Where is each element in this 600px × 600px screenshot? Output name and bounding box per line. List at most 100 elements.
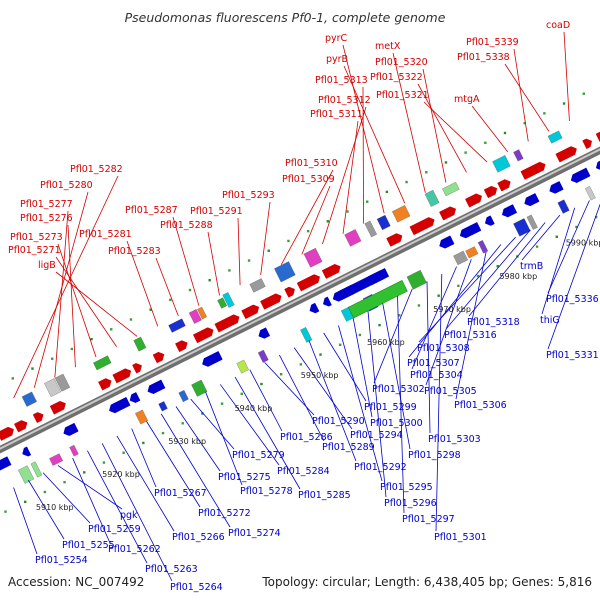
upper-tick-mark xyxy=(562,102,566,105)
forward-gene-arrow xyxy=(520,161,546,180)
forward-leader-line xyxy=(155,257,179,317)
kbp-scale-label: 5980 kbp xyxy=(499,272,537,281)
forward-gene-label: mtgA xyxy=(454,94,480,105)
reverse-leader-line xyxy=(175,406,221,472)
reverse-gene-label: Pfl01_5336 xyxy=(546,294,599,305)
reverse-gene-label: Pfl01_5266 xyxy=(172,532,225,543)
forward-gene-arrow xyxy=(321,263,341,279)
forward-leader-line xyxy=(563,31,570,121)
forward-feature-block xyxy=(547,130,563,144)
lower-tick-mark xyxy=(260,382,263,386)
reverse-gene-label: Pfl01_5289 xyxy=(322,442,375,453)
forward-gene-arrow xyxy=(152,351,165,364)
forward-leader-line xyxy=(55,271,138,337)
kbp-scale-label: 5990 kbp xyxy=(566,239,600,248)
reverse-feature-block xyxy=(178,390,189,403)
lower-tick-mark xyxy=(338,343,342,346)
reverse-gene-arrow xyxy=(595,160,600,170)
reverse-gene-label: Pfl01_5255 xyxy=(62,540,115,551)
reverse-gene-label: Pfl01_5301 xyxy=(434,532,487,543)
forward-gene-arrow xyxy=(386,233,403,247)
reverse-gene-arrow xyxy=(309,302,320,314)
forward-gene-arrow xyxy=(32,412,44,424)
upper-tick-mark xyxy=(110,328,113,331)
lower-tick-mark xyxy=(535,245,539,248)
forward-leader-line xyxy=(280,169,334,265)
forward-leader-line xyxy=(322,106,367,245)
upper-tick-mark xyxy=(70,347,74,351)
forward-leader-line xyxy=(342,120,359,234)
genome-tracks xyxy=(0,92,600,513)
upper-tick-mark xyxy=(444,161,448,164)
forward-gene-arrow xyxy=(13,420,28,433)
reverse-gene-label: Pfl01_5263 xyxy=(145,564,198,575)
upper-tick-mark xyxy=(188,288,192,292)
forward-leader-line xyxy=(343,65,406,204)
reverse-gene-label: Pfl01_5302 xyxy=(372,384,425,395)
reverse-gene-label: Pfl01_5300 xyxy=(370,418,423,429)
forward-gene-arrow xyxy=(132,363,142,374)
reverse-gene-arrow xyxy=(202,351,223,367)
reverse-gene-arrow xyxy=(322,296,332,307)
reverse-gene-label: trmB xyxy=(520,261,543,272)
reverse-gene-label: Pfl01_5308 xyxy=(417,343,470,354)
reverse-feature-block xyxy=(453,250,468,266)
lower-tick-mark xyxy=(220,402,224,405)
reverse-leader-line xyxy=(219,384,280,466)
upper-tick-mark xyxy=(129,318,133,321)
reverse-leader-line xyxy=(308,340,357,462)
reverse-leader-line xyxy=(426,281,431,434)
reverse-leader-line xyxy=(146,421,201,508)
upper-tick-mark xyxy=(11,377,14,380)
reverse-feature-block xyxy=(30,461,43,478)
reverse-feature-block xyxy=(406,269,427,290)
upper-tick-mark xyxy=(169,298,172,302)
backbone-highlight xyxy=(0,148,600,450)
reverse-gene-arrow xyxy=(549,181,564,194)
reverse-feature-block xyxy=(465,246,479,259)
map-title: Pseudomonas fluorescens Pf0-1, complete … xyxy=(125,10,446,25)
forward-leader-line xyxy=(513,48,529,142)
lower-tick-mark xyxy=(63,480,66,484)
forward-leader-line xyxy=(126,240,159,327)
reverse-gene-label: Pfl01_5298 xyxy=(408,450,461,461)
reverse-feature-block xyxy=(526,214,538,230)
forward-feature-block xyxy=(513,149,524,162)
reverse-leader-line xyxy=(373,288,413,384)
reverse-leader-line xyxy=(541,207,576,315)
forward-feature-block xyxy=(188,309,202,324)
reverse-gene-label: Pfl01_5318 xyxy=(467,317,520,328)
forward-gene-label: pyrC xyxy=(325,33,348,44)
reverse-leader-line xyxy=(116,435,175,532)
forward-leader-line xyxy=(471,105,508,153)
forward-gene-arrow xyxy=(175,340,188,353)
kbp-scale-label: 5930 kbp xyxy=(168,437,206,446)
reverse-feature-block xyxy=(135,409,149,425)
lower-tick-mark xyxy=(575,225,578,229)
reverse-gene-label: Pfl01_5303 xyxy=(428,434,481,445)
forward-gene-arrow xyxy=(214,314,240,333)
lower-tick-mark xyxy=(496,265,499,268)
reverse-gene-arrow xyxy=(147,379,166,395)
forward-leader-line xyxy=(362,86,364,224)
forward-gene-label: Pfl01_5283 xyxy=(108,246,161,257)
reverse-gene-arrow xyxy=(22,446,32,457)
upper-tick-mark xyxy=(208,279,211,282)
reverse-gene-arrow xyxy=(258,327,271,339)
reverse-gene-label: Pfl01_5305 xyxy=(424,386,477,397)
reverse-leader-line xyxy=(367,310,387,498)
forward-leader-line xyxy=(67,224,76,368)
reverse-gene-arrow xyxy=(63,422,79,436)
forward-gene-label: Pfl01_5281 xyxy=(79,229,132,240)
forward-gene-arrow xyxy=(483,185,498,199)
forward-gene-label: Pfl01_5313 xyxy=(315,75,368,86)
reverse-leader-line xyxy=(455,251,487,400)
reverse-gene-labels: Pfl01_5254 Pfl01_5255 Pfl01_5259 pgk Pfl01_5… xyxy=(35,261,599,593)
upper-tick-mark xyxy=(484,141,487,144)
reverse-gene-label: Pfl01_5279 xyxy=(232,450,285,461)
reverse-gene-arrow xyxy=(109,396,131,414)
reverse-leader-line xyxy=(42,472,91,524)
forward-leader-line xyxy=(237,217,241,286)
forward-gene-arrow xyxy=(465,193,482,208)
upper-tick-mark xyxy=(582,92,585,95)
